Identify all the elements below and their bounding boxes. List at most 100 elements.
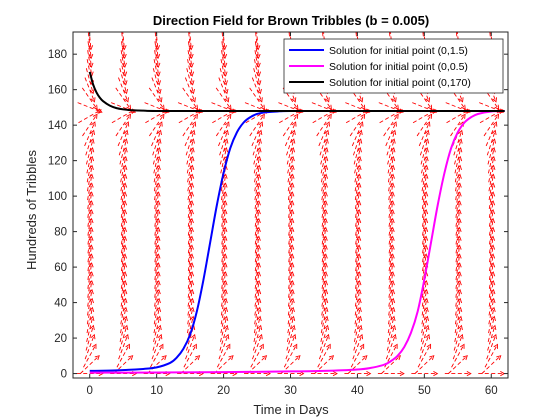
direction-arrow xyxy=(153,59,161,86)
direction-arrow xyxy=(283,343,298,368)
direction-arrow xyxy=(153,315,162,342)
direction-arrow xyxy=(87,32,94,60)
direction-arrow xyxy=(119,138,129,165)
direction-arrow xyxy=(184,121,197,147)
x-axis-ticks: 0 10 20 30 40 50 60 xyxy=(87,32,498,397)
direction-arrow xyxy=(186,138,195,165)
direction-arrow xyxy=(213,355,234,374)
direction-arrow xyxy=(85,324,95,351)
x-axis-label: Time in Days xyxy=(253,402,329,417)
direction-arrow xyxy=(186,68,195,95)
direction-arrow xyxy=(221,32,228,60)
direction-arrow xyxy=(185,333,196,360)
direction-arrow xyxy=(385,333,397,360)
direction-arrow xyxy=(317,343,331,368)
direction-arrow xyxy=(85,68,95,95)
direction-arrow xyxy=(286,129,296,156)
direction-arrow xyxy=(350,343,365,368)
direction-arrow xyxy=(118,333,129,360)
direction-arrow xyxy=(183,343,197,368)
direction-arrow xyxy=(187,50,195,77)
direction-arrow xyxy=(154,41,161,69)
x-tick-label: 40 xyxy=(351,385,364,397)
legend: Solution for initial point (0,1.5) Soluti… xyxy=(283,38,504,94)
x-tick-label: 20 xyxy=(217,385,230,397)
direction-arrow xyxy=(220,315,229,342)
direction-arrow xyxy=(320,315,329,342)
direction-arrow xyxy=(252,333,263,360)
direction-arrow xyxy=(452,333,464,360)
direction-arrow xyxy=(353,315,363,342)
y-tick-label: 60 xyxy=(54,262,67,274)
direction-arrow xyxy=(451,343,465,368)
direction-arrow xyxy=(284,121,297,147)
direction-arrow xyxy=(384,343,398,368)
direction-arrow xyxy=(483,87,500,110)
direction-arrow xyxy=(113,355,134,374)
direction-arrow xyxy=(386,129,397,156)
chart-title: Direction Field for Brown Tribbles (b = … xyxy=(153,13,429,28)
direction-arrow xyxy=(387,138,396,165)
direction-arrow xyxy=(154,32,161,60)
series-layer xyxy=(88,71,505,374)
direction-arrow xyxy=(420,315,430,342)
series-line xyxy=(88,71,505,112)
direction-arrow xyxy=(377,371,405,377)
direction-arrow xyxy=(353,324,363,351)
direction-arrow xyxy=(383,113,399,137)
direction-arrow xyxy=(319,324,330,351)
direction-arrow xyxy=(151,77,163,103)
direction-arrow xyxy=(417,343,432,368)
direction-arrow xyxy=(483,113,500,137)
direction-arrow xyxy=(154,32,161,51)
direction-arrow xyxy=(481,355,502,374)
direction-arrow xyxy=(420,138,430,165)
y-tick-label: 180 xyxy=(48,49,67,61)
direction-arrow xyxy=(218,77,230,103)
direction-arrow xyxy=(182,87,199,110)
direction-arrow xyxy=(486,333,497,360)
legend-label: Solution for initial point (0,1.5) xyxy=(329,45,468,57)
direction-arrow xyxy=(219,129,229,156)
direction-arrow xyxy=(219,68,229,95)
x-tick-label: 10 xyxy=(150,385,163,397)
direction-arrow xyxy=(286,324,296,351)
x-tick-label: 50 xyxy=(418,385,431,397)
direction-arrow xyxy=(385,121,397,147)
direction-arrow xyxy=(280,355,301,374)
direction-arrow xyxy=(254,41,261,69)
direction-arrow xyxy=(319,129,330,156)
direction-arrow xyxy=(344,371,372,377)
legend-entry: Solution for initial point (0,0.5) xyxy=(289,61,468,73)
direction-arrow xyxy=(120,59,128,86)
y-axis-label: Hundreds of Tribbles xyxy=(24,150,39,270)
y-tick-label: 100 xyxy=(48,191,67,203)
direction-arrow xyxy=(316,87,332,110)
x-tick-label: 0 xyxy=(87,385,93,397)
direction-arrow xyxy=(79,355,100,374)
direction-arrow xyxy=(151,333,163,360)
direction-arrow xyxy=(152,324,162,351)
direction-arrow xyxy=(454,138,463,165)
direction-arrow xyxy=(247,355,268,374)
direction-arrow xyxy=(85,129,96,156)
legend-label: Solution for initial point (0,170) xyxy=(329,77,471,89)
x-tick-label: 60 xyxy=(485,385,498,397)
direction-arrow xyxy=(188,32,194,51)
direction-arrow xyxy=(117,121,130,147)
direction-arrow xyxy=(454,315,463,342)
direction-arrow xyxy=(115,113,131,137)
direction-arrow xyxy=(419,333,431,360)
direction-arrow xyxy=(255,32,261,51)
direction-arrow xyxy=(86,315,95,342)
direction-arrow xyxy=(154,50,161,77)
direction-arrow xyxy=(452,77,464,103)
direction-arrow xyxy=(347,355,368,374)
direction-arrow xyxy=(148,87,165,110)
direction-arrow xyxy=(253,315,262,342)
direction-arrow xyxy=(420,324,430,351)
direction-arrow xyxy=(119,315,128,342)
y-axis-ticks: 0 20 40 60 80 100 120 140 160 180 xyxy=(48,49,508,381)
direction-arrow xyxy=(314,355,335,374)
direction-arrow xyxy=(253,138,262,165)
